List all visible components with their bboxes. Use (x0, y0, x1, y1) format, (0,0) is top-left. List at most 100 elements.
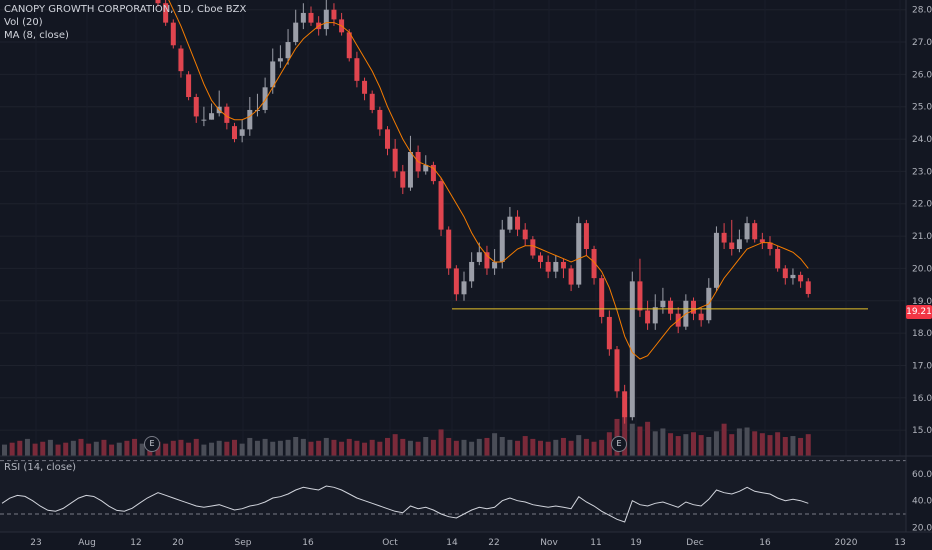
volume-bar (499, 437, 505, 456)
candle (285, 42, 291, 59)
price-axis: 28.00 27.00 26.00 25.00 24.00 23.00 22.00 21.00… (912, 6, 932, 436)
candle (759, 239, 765, 243)
volume-bar (247, 437, 253, 456)
volume-bar (568, 440, 574, 456)
volume-bar (652, 431, 658, 456)
volume-bar (139, 443, 145, 456)
volume-bar (392, 434, 398, 456)
volume-bar (362, 442, 368, 456)
volume-bar (706, 437, 712, 456)
rsi-legend[interactable]: RSI (14, close) (4, 462, 77, 473)
candle (622, 391, 628, 418)
volume-bar (660, 428, 666, 456)
price-tick-label: 18.00 (912, 329, 932, 339)
candle (201, 119, 207, 121)
candle (629, 281, 635, 418)
candle (270, 61, 276, 88)
volume-bar (675, 436, 681, 456)
rsi-pane: 60.00 40.00 20.00 (0, 460, 932, 533)
candle (484, 252, 490, 269)
volume-bar (492, 433, 498, 456)
candle (805, 281, 811, 294)
volume-bar (93, 441, 99, 456)
volume-bar (47, 439, 53, 456)
price-tick-label: 24.00 (912, 135, 932, 145)
volume-bar (316, 440, 322, 456)
candle (377, 109, 383, 130)
candle (461, 281, 467, 295)
price-tick-label: 21.00 (912, 232, 932, 242)
volume-bar (469, 441, 475, 456)
volume-bar (109, 444, 115, 456)
volume-bar (576, 435, 582, 456)
volume-bar (798, 437, 804, 456)
volume-bar (629, 423, 635, 456)
candle (239, 129, 245, 136)
candle (438, 181, 444, 230)
time-tick-label: 22 (488, 538, 499, 548)
candle (430, 164, 436, 182)
time-tick-label: 16 (759, 538, 771, 548)
candle (752, 223, 758, 240)
time-axis: 23 Aug 12 20 Sep 16 Oct 14 22 Nov 11 19 Dec 16 2020 13 (30, 538, 905, 548)
candle (492, 261, 498, 269)
volume-bar (446, 437, 452, 456)
candle (645, 310, 651, 324)
volume-bar (637, 426, 643, 456)
volume-bar (277, 440, 283, 456)
volume-bar (759, 433, 765, 456)
candle (499, 229, 505, 262)
volume-bar (805, 434, 811, 456)
time-tick-label: 14 (446, 538, 458, 548)
candle (721, 232, 727, 243)
volume-bar (522, 436, 528, 456)
candle (354, 58, 360, 81)
volume-bar (40, 441, 46, 456)
volume-bar (744, 427, 750, 456)
candle (798, 274, 804, 282)
volume-bar (622, 410, 628, 456)
time-tick-label: Dec (686, 538, 703, 548)
candle (522, 229, 528, 240)
candle (385, 129, 390, 149)
candle (790, 274, 796, 279)
chart-title: CANOPY GROWTH CORPORATION, 1D, Cboe BZX (4, 4, 247, 15)
volume-bar (63, 442, 69, 456)
volume-bar (78, 438, 84, 456)
candle (193, 97, 199, 117)
candle (262, 87, 268, 110)
candles (155, 0, 811, 424)
volume-bar (124, 440, 130, 456)
volume-legend[interactable]: Vol (20) (4, 17, 43, 28)
time-tick-label: 19 (630, 538, 642, 548)
candle (668, 300, 674, 314)
volume-bar (186, 442, 192, 456)
candle (553, 261, 559, 272)
time-tick-label: Oct (382, 538, 398, 548)
volume-bar (507, 439, 513, 456)
volume-bar (377, 441, 383, 456)
ma-legend[interactable]: MA (8, close) (4, 30, 69, 41)
candle (155, 0, 161, 4)
volume-bar (170, 440, 176, 456)
candle (232, 126, 237, 140)
earnings-marker[interactable]: E (611, 436, 627, 452)
time-tick-label: 13 (894, 538, 905, 548)
volume-bar (254, 440, 260, 456)
volume-bar (24, 438, 30, 456)
volume-bar (423, 437, 429, 456)
last-price-badge: 19.21 (906, 305, 932, 319)
volume-bar (713, 431, 719, 456)
volume-bar (385, 437, 390, 456)
volume-bar (2, 444, 7, 456)
time-tick-label: 11 (590, 538, 601, 548)
volume-bar (201, 444, 207, 456)
candle (729, 242, 735, 250)
volume-bar (767, 435, 773, 456)
time-tick-label: 20 (172, 538, 184, 548)
earnings-marker[interactable]: E (144, 436, 160, 452)
volume-bars (2, 410, 811, 456)
candle (530, 239, 536, 256)
volume-bar (9, 442, 15, 456)
